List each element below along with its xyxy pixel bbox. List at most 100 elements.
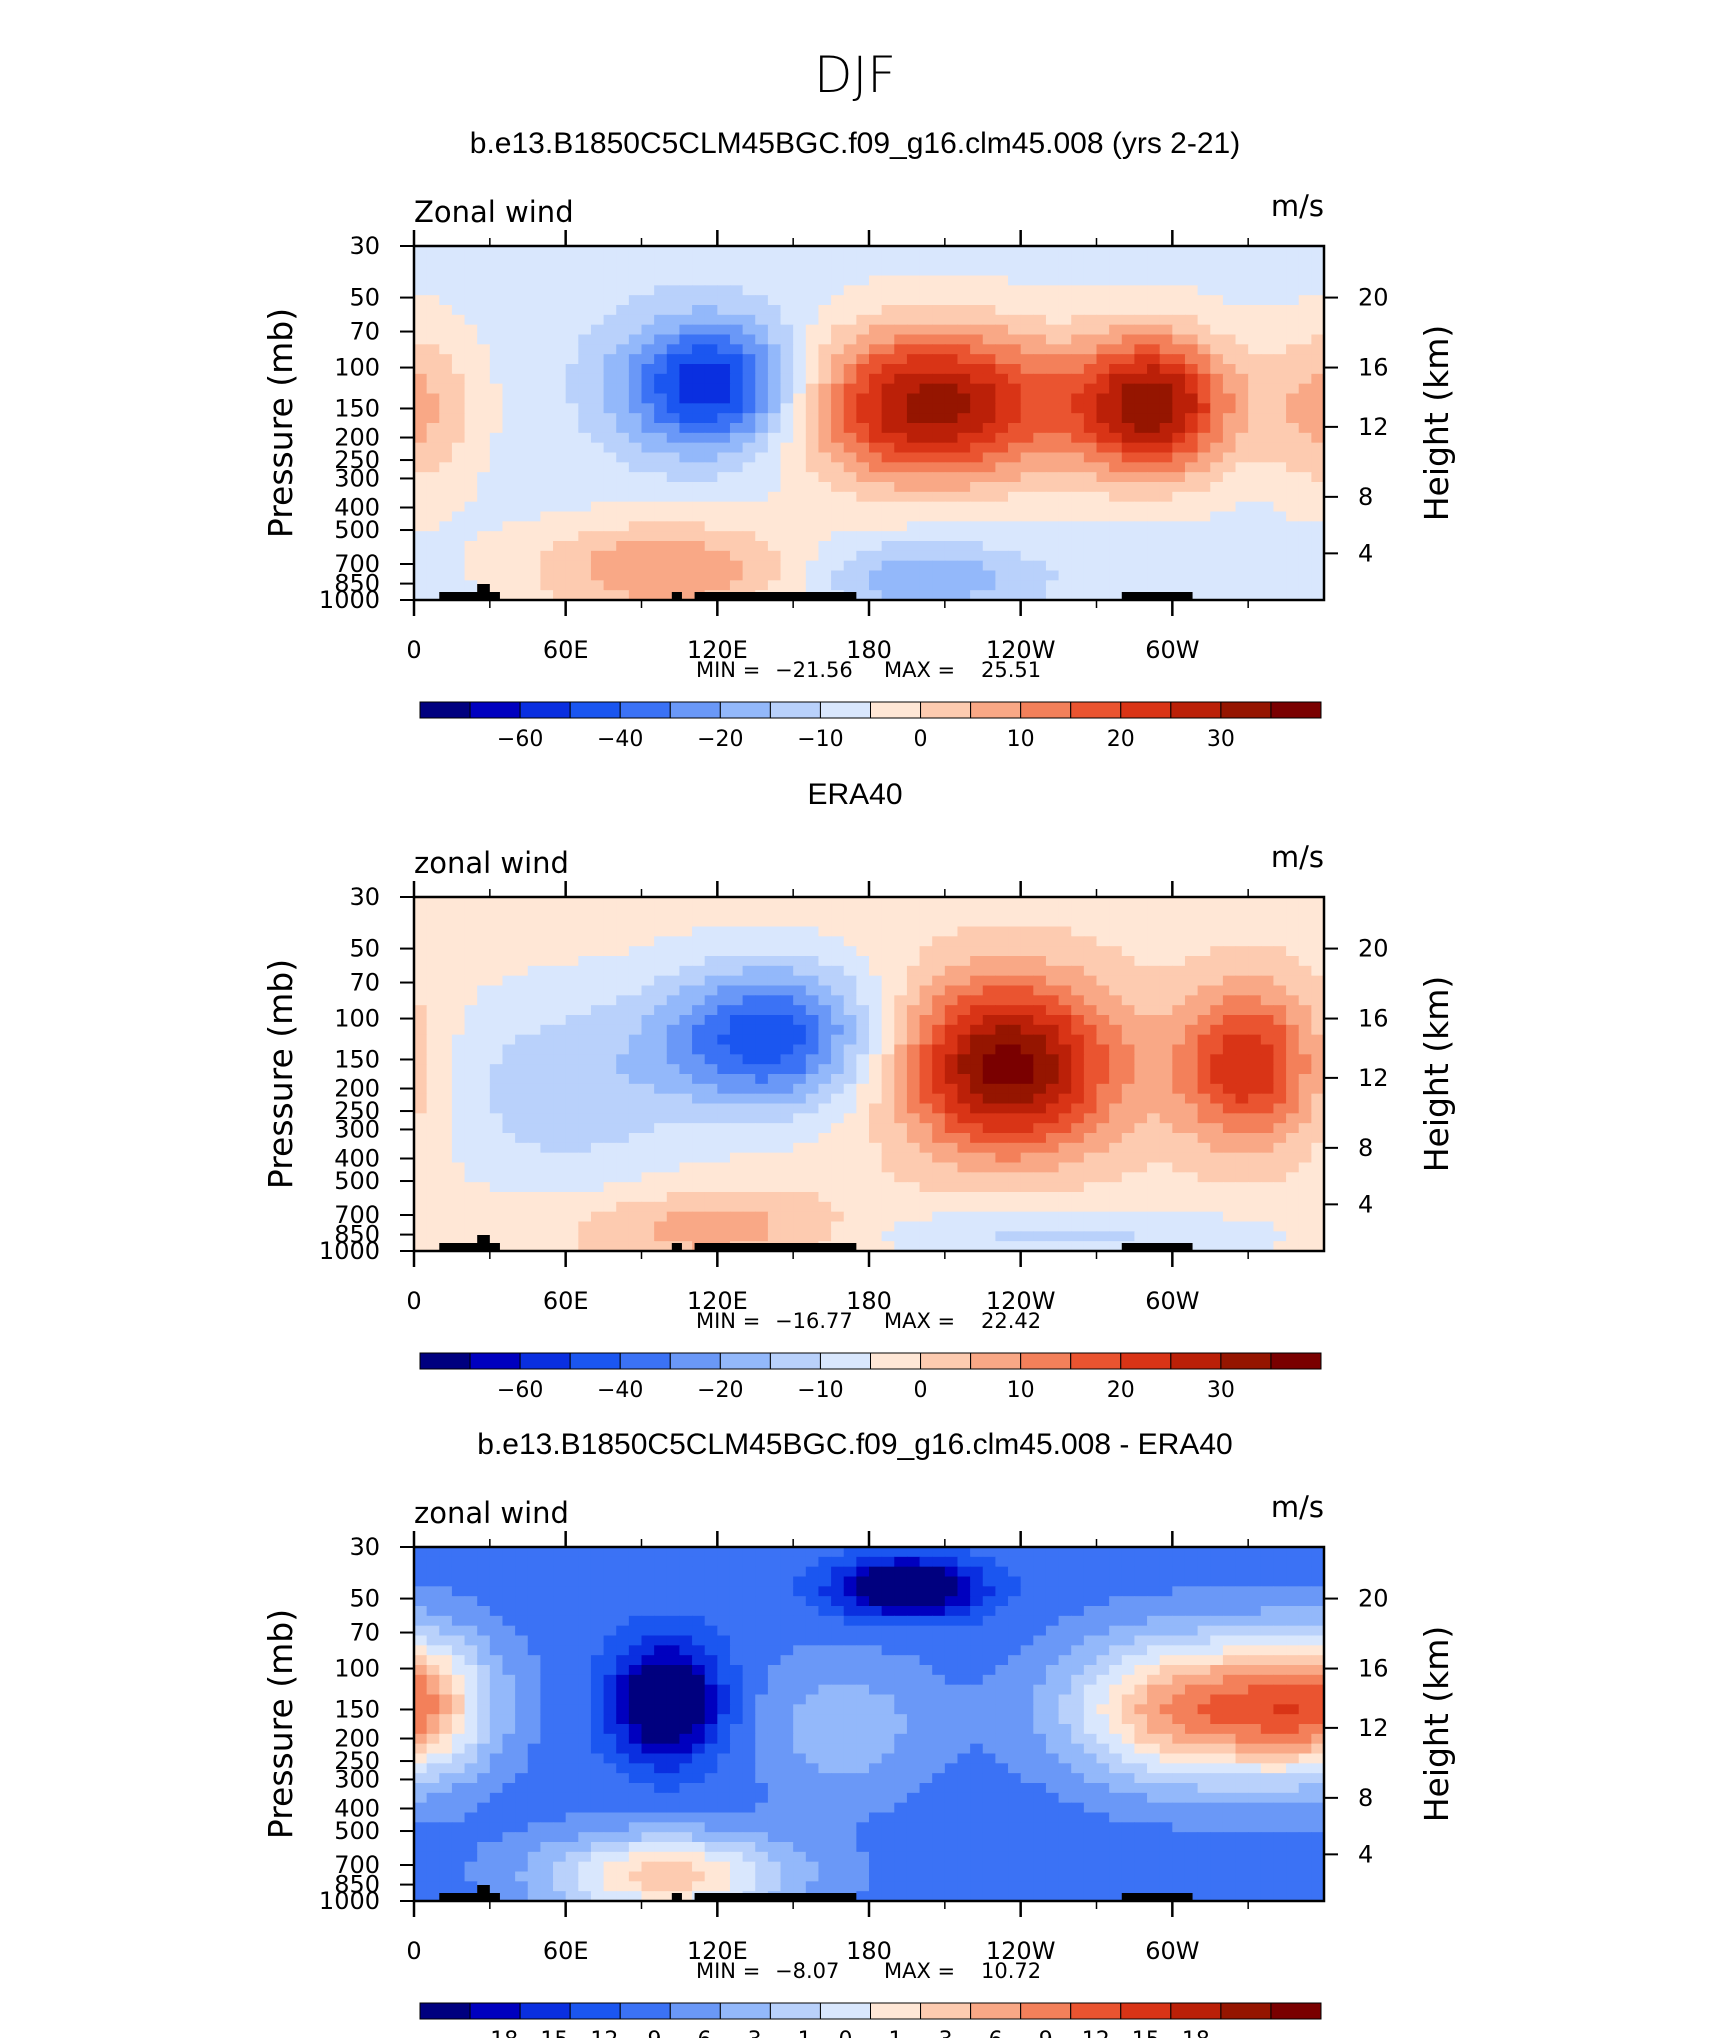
field-cell	[1083, 432, 1098, 444]
field-cell	[995, 432, 1009, 444]
field-cell	[1083, 1113, 1098, 1124]
field-cell	[666, 1182, 681, 1193]
field-cell	[919, 413, 933, 424]
field-cell	[856, 344, 870, 355]
field-cell	[982, 897, 996, 908]
field-cell	[489, 1113, 504, 1124]
field-cell	[932, 452, 946, 463]
field-cell	[1045, 314, 1060, 326]
field-cell	[869, 472, 883, 483]
field-cell	[489, 364, 504, 375]
field-cell	[1045, 295, 1060, 306]
field-cell	[464, 1024, 478, 1036]
field-cell	[1096, 423, 1110, 434]
field-cell	[944, 285, 959, 296]
field-cell	[451, 956, 466, 967]
field-cell	[1298, 956, 1312, 967]
field-cell	[1248, 452, 1262, 463]
field-cell	[780, 560, 794, 572]
field-cell	[1008, 1182, 1022, 1193]
field-cell	[881, 1093, 895, 1105]
field-cell	[451, 1093, 466, 1105]
field-cell	[565, 550, 579, 562]
land-mask-block	[694, 592, 857, 600]
field-cell	[742, 965, 756, 977]
field-cell	[856, 511, 870, 522]
field-cell	[1286, 354, 1300, 365]
field-cell	[641, 521, 655, 532]
field-cell	[515, 1201, 529, 1213]
field-cell	[1235, 413, 1249, 424]
field-cell	[654, 442, 668, 454]
field-cell	[1083, 393, 1098, 404]
field-cell	[970, 1093, 984, 1105]
field-cell	[919, 383, 933, 395]
field-cell	[1020, 1034, 1034, 1046]
field-cell	[1273, 560, 1287, 572]
field-cell	[439, 946, 453, 957]
field-cell	[1045, 354, 1060, 365]
field-cell	[1033, 305, 1047, 316]
field-cell	[603, 916, 617, 928]
field-cell	[970, 364, 984, 375]
field-cell	[1235, 541, 1249, 552]
field-cell	[894, 995, 908, 1006]
field-cell	[1260, 334, 1275, 345]
field-cell	[717, 1074, 731, 1085]
field-cell	[1184, 305, 1199, 316]
field-cell	[451, 1123, 466, 1134]
field-cell	[1109, 511, 1123, 522]
field-cell	[970, 1133, 984, 1144]
field-cell	[957, 897, 971, 908]
field-cell	[1197, 1005, 1211, 1016]
field-cell	[1235, 482, 1249, 493]
field-cell	[970, 295, 984, 306]
field-cell	[881, 1152, 895, 1164]
field-cell	[489, 305, 504, 316]
field-cell	[1096, 511, 1110, 522]
field-cell	[666, 580, 681, 591]
field-cell	[831, 295, 845, 306]
field-cell	[957, 590, 971, 601]
field-cell	[439, 1133, 453, 1144]
field-cell	[982, 1034, 996, 1046]
field-cell	[919, 1123, 933, 1134]
field-cell	[1008, 334, 1022, 345]
field-cell	[843, 1083, 857, 1095]
field-cell	[692, 1064, 706, 1075]
field-cell	[616, 442, 630, 454]
field-cell	[1184, 1192, 1199, 1203]
field-cell	[805, 1103, 820, 1114]
field-cell	[1045, 462, 1060, 473]
field-cell	[1008, 995, 1022, 1006]
field-cell	[565, 897, 579, 908]
field-cell	[1071, 305, 1085, 316]
field-cell	[755, 1123, 769, 1134]
field-cell	[654, 393, 668, 404]
field-cell	[692, 985, 706, 996]
field-cell	[1235, 265, 1249, 277]
field-cell	[881, 423, 895, 434]
field-cell	[818, 1162, 832, 1173]
field-cell	[578, 432, 592, 444]
field-cell	[439, 491, 453, 503]
field-cell	[679, 1192, 693, 1203]
field-cell	[1045, 1201, 1060, 1213]
field-cell	[805, 1162, 820, 1173]
field-cell	[590, 897, 605, 908]
field-cell	[1121, 314, 1136, 326]
field-cell	[1184, 560, 1199, 572]
field-cell	[464, 246, 478, 257]
field-cell	[489, 511, 504, 522]
field-cell	[881, 1113, 895, 1124]
field-cell	[1147, 1054, 1161, 1065]
field-cell	[831, 462, 845, 473]
field-cell	[767, 432, 782, 444]
field-cell	[1134, 1024, 1148, 1036]
field-cell	[1147, 906, 1161, 918]
field-cell	[1109, 906, 1123, 918]
field-cell	[1273, 1054, 1287, 1065]
field-cell	[590, 1172, 605, 1183]
field-cell	[553, 501, 567, 513]
field-cell	[590, 364, 605, 375]
